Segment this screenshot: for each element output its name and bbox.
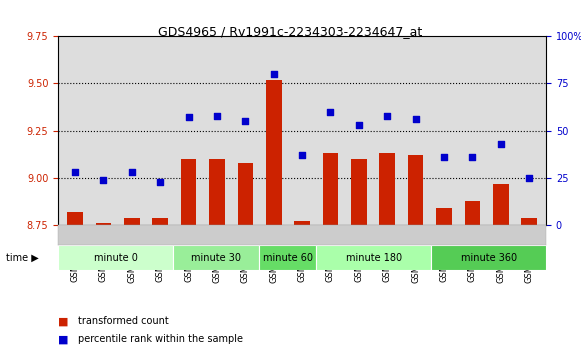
Point (411, 117, 420, 122)
Bar (408, 155, 424, 225)
Text: minute 30: minute 30 (191, 253, 241, 263)
Point (297, 152, 307, 158)
Text: ■: ■ (58, 316, 69, 326)
Text: minute 0: minute 0 (94, 253, 138, 263)
Point (127, 169, 137, 175)
Point (269, 71, 278, 77)
Bar (317, 245, 431, 270)
Text: ■: ■ (58, 334, 69, 344)
Bar (493, 184, 508, 225)
Text: minute 60: minute 60 (263, 253, 313, 263)
Bar (181, 159, 196, 225)
Text: transformed count: transformed count (78, 316, 169, 326)
Point (241, 118, 250, 124)
Text: minute 180: minute 180 (346, 253, 402, 263)
Bar (96, 223, 112, 225)
Bar (259, 245, 317, 270)
Bar (209, 159, 225, 225)
Text: percentile rank within the sample: percentile rank within the sample (78, 334, 243, 344)
Point (525, 175, 534, 181)
Text: GDS4965 / Rv1991c-2234303-2234647_at: GDS4965 / Rv1991c-2234303-2234647_at (159, 25, 422, 38)
Point (439, 154, 449, 160)
Bar (465, 200, 480, 225)
Bar (266, 80, 282, 225)
Text: time ▶: time ▶ (6, 253, 38, 263)
Point (468, 154, 477, 160)
Bar (67, 212, 83, 225)
Bar (58, 245, 173, 270)
Text: minute 360: minute 360 (461, 253, 517, 263)
Bar (436, 208, 452, 225)
Bar (351, 159, 367, 225)
Point (212, 113, 221, 118)
Point (156, 179, 165, 184)
Bar (152, 217, 168, 225)
Bar (173, 245, 259, 270)
Point (354, 122, 364, 128)
Point (70, 169, 80, 175)
Point (496, 141, 505, 147)
Bar (379, 153, 395, 225)
Bar (521, 217, 537, 225)
Bar (124, 217, 139, 225)
Point (99, 177, 108, 183)
Point (326, 109, 335, 115)
Point (383, 113, 392, 118)
Bar (431, 245, 546, 270)
Bar (238, 163, 253, 225)
Point (184, 115, 193, 121)
Bar (295, 221, 310, 225)
Bar (322, 153, 338, 225)
